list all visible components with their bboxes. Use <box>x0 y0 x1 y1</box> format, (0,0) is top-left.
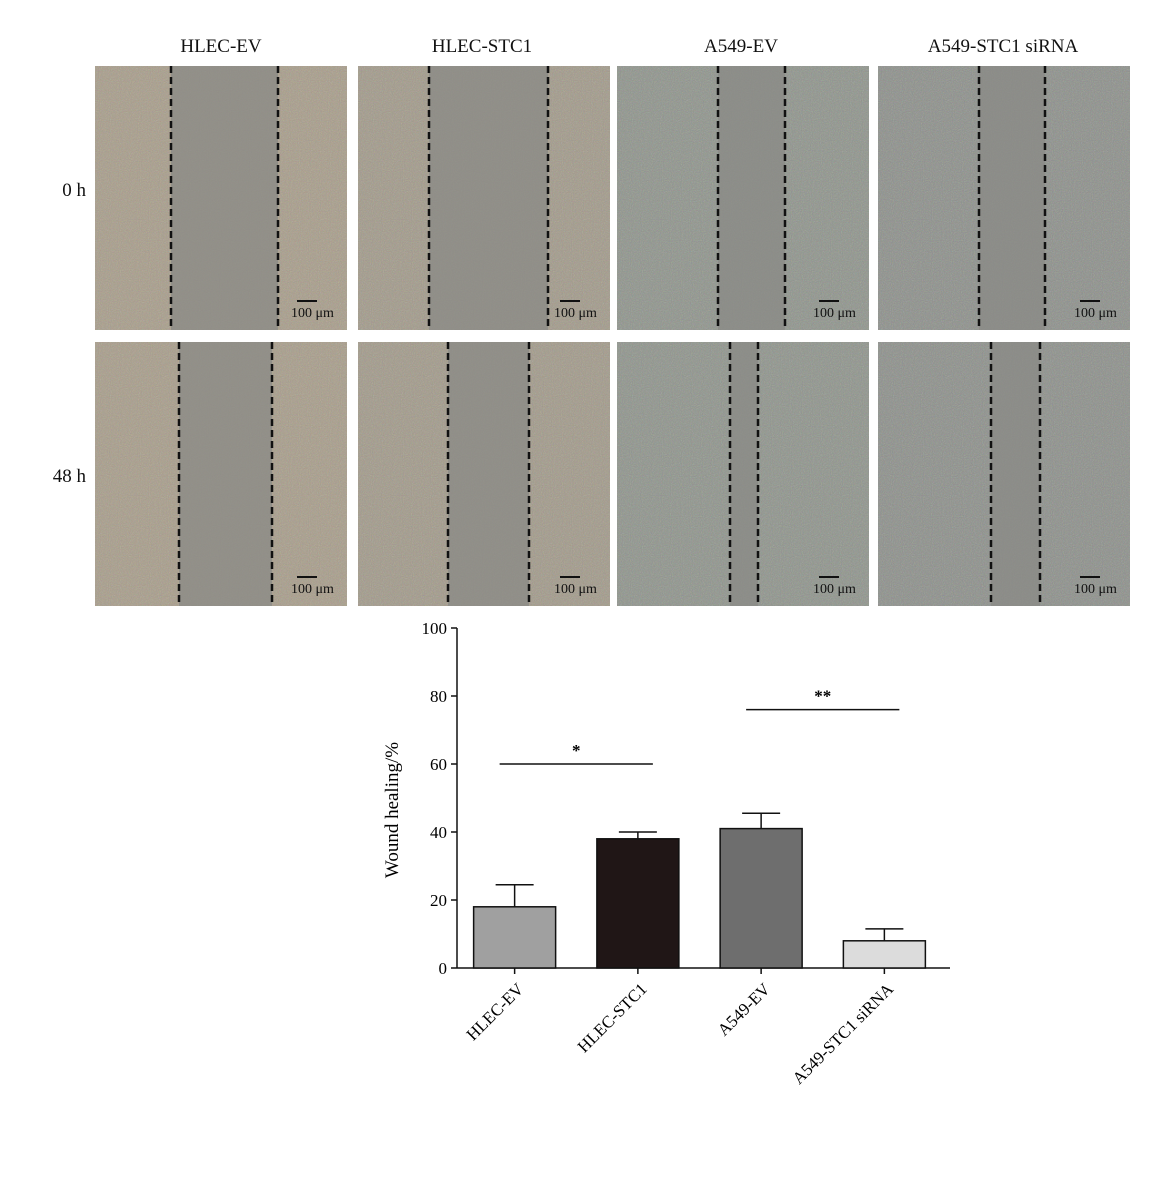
y-axis-label: Wound healing/% <box>382 742 403 878</box>
y-tick-label: 60 <box>430 755 447 774</box>
bar <box>472 906 557 969</box>
x-tick-label: A549-EV <box>714 979 775 1040</box>
micrograph-panel: 100 μm <box>358 66 610 330</box>
column-title-a549-ev: A549-EV <box>704 36 778 57</box>
y-tick-label: 20 <box>430 891 447 910</box>
y-tick-label: 40 <box>430 823 447 842</box>
x-tick-label: HLEC-EV <box>463 979 528 1044</box>
scale-bar-label: 100 μm <box>813 582 856 597</box>
bar <box>842 940 927 969</box>
scale-bar-label: 100 μm <box>813 306 856 321</box>
x-tick-label: A549-STC1 siRNA <box>789 979 898 1088</box>
bar <box>596 838 680 969</box>
significance-label: * <box>572 741 581 760</box>
micrograph-panel: 100 μm <box>617 66 869 330</box>
y-tick-label: 80 <box>430 687 447 706</box>
y-tick-label: 100 <box>422 619 448 638</box>
bar <box>719 827 803 969</box>
micrograph-panel: 100 μm <box>617 342 869 606</box>
micrograph-panel: 100 μm <box>95 342 347 606</box>
column-title-a549-stc1-sirna: A549-STC1 siRNA <box>927 36 1079 57</box>
scale-bar-label: 100 μm <box>291 306 334 321</box>
scale-bar-label: 100 μm <box>291 582 334 597</box>
scale-bar-label: 100 μm <box>1074 582 1117 597</box>
x-tick-label: HLEC-STC1 <box>574 979 651 1056</box>
significance-label: ** <box>814 687 831 706</box>
micrograph-panel: 100 μm <box>95 66 347 330</box>
y-tick-label: 0 <box>439 959 448 978</box>
row-label-0h: 0 h <box>62 180 86 201</box>
row-label-48h: 48 h <box>52 466 86 487</box>
column-title-hlec-ev: HLEC-EV <box>180 36 262 57</box>
column-title-hlec-stc1: HLEC-STC1 <box>431 36 533 57</box>
scale-bar-label: 100 μm <box>554 582 597 597</box>
micrograph-panel: 100 μm <box>878 66 1130 330</box>
micrograph-panel: 100 μm <box>358 342 610 606</box>
micrograph-panel: 100 μm <box>878 342 1130 606</box>
scale-bar-label: 100 μm <box>1074 306 1117 321</box>
scale-bar-label: 100 μm <box>554 306 597 321</box>
